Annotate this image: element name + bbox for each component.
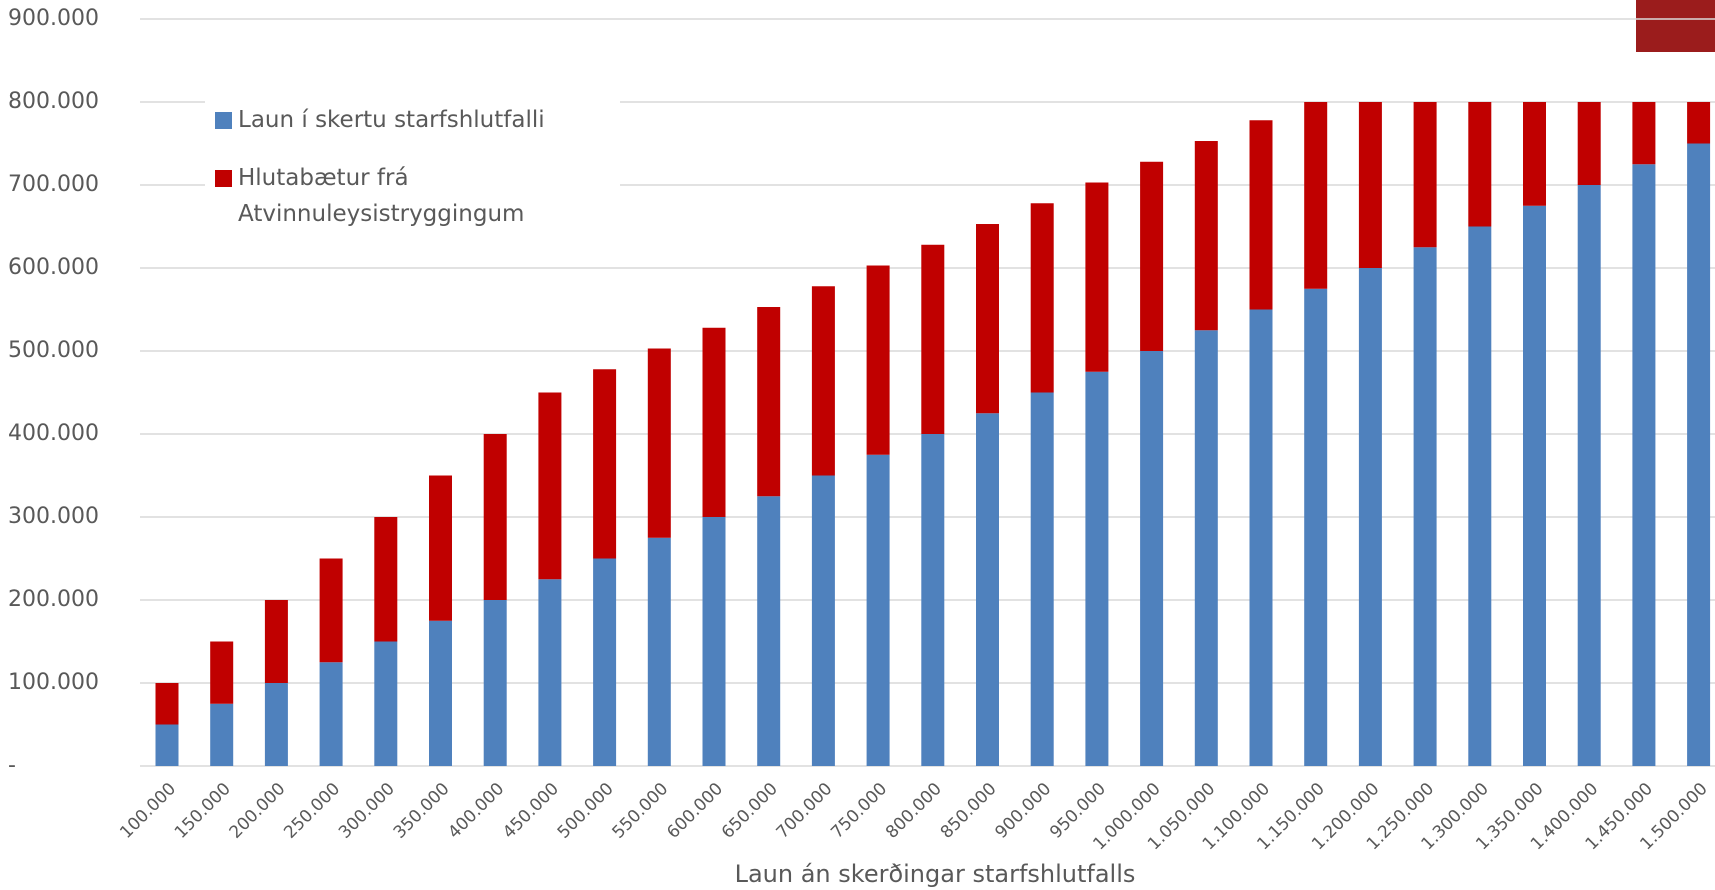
legend: Laun í skertu starfshlutfalli Hlutabætur … [205, 92, 620, 260]
y-tick-label: 400.000 [8, 421, 99, 446]
y-tick-label: 800.000 [8, 89, 99, 114]
bar-segment [1577, 102, 1601, 185]
bar-segment [1358, 268, 1382, 766]
bar-segment [429, 620, 452, 766]
y-tick-label: 900.000 [8, 6, 99, 31]
y-tick-label: - [8, 753, 16, 778]
bar-segment [483, 600, 507, 766]
x-tick-label: 100.000 [116, 779, 180, 843]
legend-swatch [215, 170, 232, 187]
bar-segment [210, 641, 234, 704]
x-tick-label: 550.000 [609, 779, 673, 843]
x-tick-label: 750.000 [827, 779, 891, 843]
x-tick-label: 800.000 [882, 779, 946, 843]
x-tick-label: 250.000 [280, 779, 344, 843]
bar-segment [319, 662, 343, 766]
bar-segment [866, 265, 890, 455]
x-tick-label: 600.000 [663, 779, 727, 843]
bar-segment [155, 724, 179, 766]
bar-segment [1140, 161, 1164, 351]
bar-segment [1577, 185, 1601, 766]
bar-segment [538, 392, 562, 580]
x-tick-label: 450.000 [499, 779, 563, 843]
bar-segment [1249, 309, 1273, 766]
bar-segment [429, 475, 452, 621]
legend-label: Hlutabætur frá Atvinnuleysistryggingum [238, 165, 525, 227]
bar-segment [1030, 392, 1054, 766]
bar-segment [483, 434, 507, 600]
bar-segment [921, 244, 945, 434]
logo [1636, 0, 1715, 52]
bar-segment [1304, 288, 1328, 766]
bar-segment [1468, 102, 1492, 227]
bar-segment [374, 517, 398, 642]
bar-segment [538, 579, 562, 766]
bar-segment [811, 286, 835, 476]
bar-segment [319, 558, 343, 663]
legend-swatch [215, 112, 232, 129]
bar-segment [757, 496, 781, 766]
bar-segment [702, 327, 726, 517]
y-tick-label: 100.000 [8, 670, 99, 695]
bar-segment [1413, 102, 1437, 248]
legend-label: Laun í skertu starfshlutfalli [238, 107, 545, 133]
bar-segment [1140, 351, 1164, 766]
bar-segment [811, 475, 835, 766]
x-tick-label: 150.000 [171, 779, 235, 843]
legend-item: Laun í skertu starfshlutfalli [215, 102, 610, 138]
bar-segment [1085, 182, 1109, 372]
bar-segment [155, 683, 179, 725]
bar-segment [593, 558, 617, 766]
bar-segment [866, 454, 890, 766]
bar-segment [1085, 371, 1109, 766]
x-tick-label: 400.000 [444, 779, 508, 843]
bar-segment [1468, 226, 1492, 766]
bar-segment [264, 683, 288, 766]
bar-segment [702, 517, 726, 766]
bar-segment [1632, 102, 1656, 165]
bar-segment [1249, 120, 1273, 310]
x-tick-label: 350.000 [390, 779, 454, 843]
bar-segment [264, 600, 288, 683]
bar-segment [210, 703, 234, 766]
y-tick-label: 500.000 [8, 338, 99, 363]
bar-segment [976, 224, 999, 414]
y-tick-label: 600.000 [8, 255, 99, 280]
y-tick-label: 200.000 [8, 587, 99, 612]
bar-segment [1687, 143, 1711, 766]
legend-item: Hlutabætur frá Atvinnuleysistryggingum [215, 160, 610, 232]
x-tick-label: 200.000 [226, 779, 290, 843]
bar-segment [1413, 247, 1437, 766]
bar-segment [1030, 203, 1054, 393]
bar-segment [1358, 102, 1382, 268]
bar-segment [593, 369, 617, 559]
y-tick-label: 300.000 [8, 504, 99, 529]
bar-segment [647, 348, 671, 538]
bar-segment [1687, 102, 1711, 144]
bar-segment [1194, 141, 1218, 331]
y-tick-label: 700.000 [8, 172, 99, 197]
bar-segment [1632, 164, 1656, 766]
x-tick-label: 850.000 [937, 779, 1001, 843]
bar-segment [1194, 330, 1218, 766]
x-tick-label: 300.000 [335, 779, 399, 843]
x-tick-label: 900.000 [991, 779, 1055, 843]
x-tick-label: 700.000 [773, 779, 837, 843]
bar-segment [1304, 102, 1328, 289]
bar-segment [921, 434, 945, 766]
x-axis-title: Laun án skerðingar starfshlutfalls [735, 860, 1136, 888]
bar-segment [1523, 205, 1546, 766]
bar-segment [757, 307, 781, 497]
x-tick-label: 500.000 [554, 779, 618, 843]
bar-segment [1523, 102, 1546, 206]
x-tick-label: 650.000 [718, 779, 782, 843]
bar-segment [647, 537, 671, 766]
bar-segment [374, 641, 398, 766]
bar-segment [976, 413, 999, 766]
